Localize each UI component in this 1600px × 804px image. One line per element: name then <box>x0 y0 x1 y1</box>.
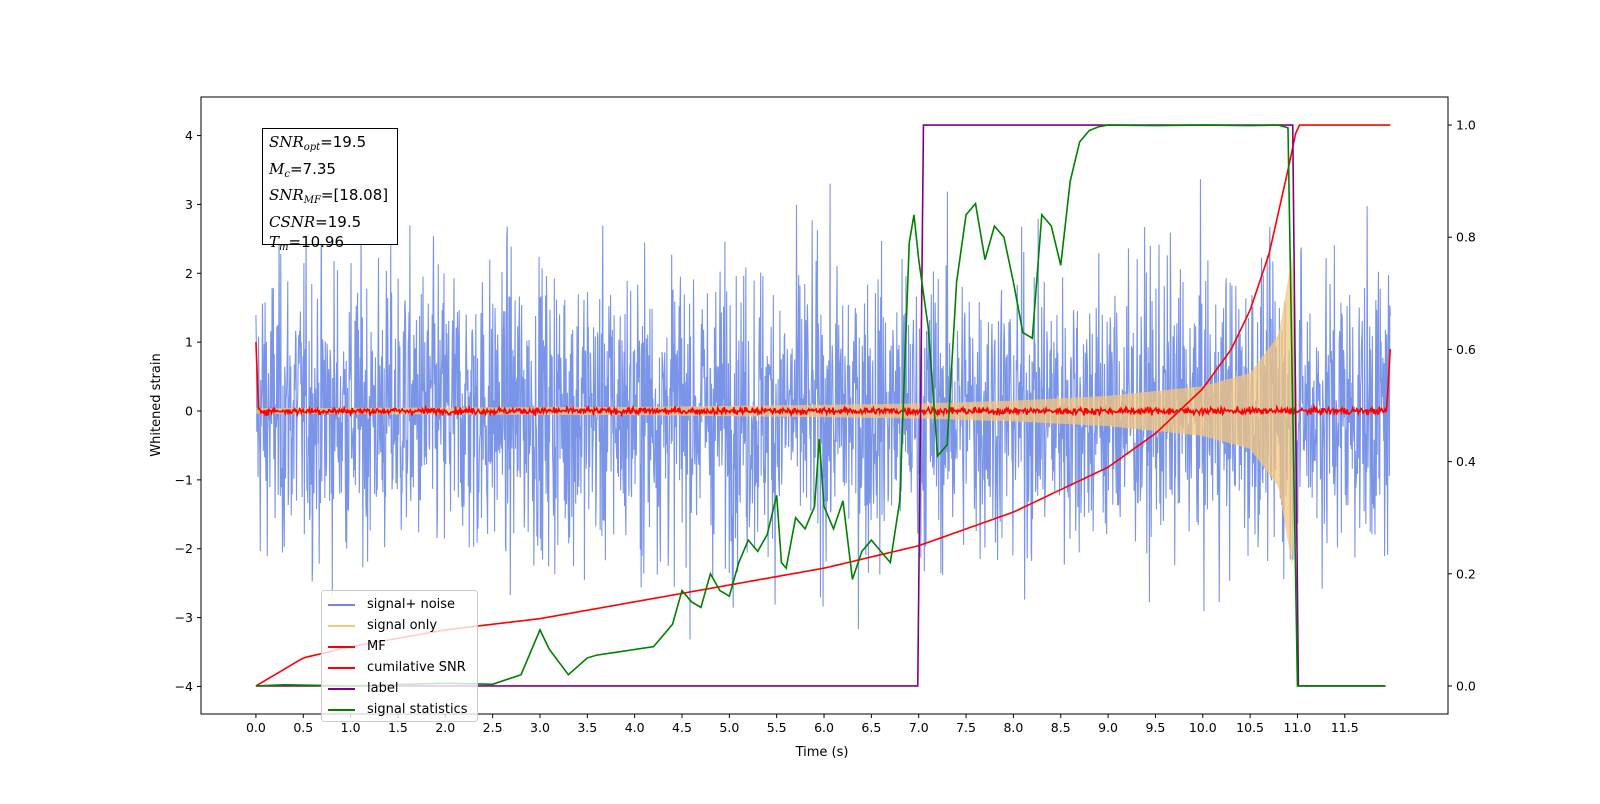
legend-label: signal only <box>367 618 438 633</box>
x-tick-label: 1.5 <box>388 720 408 735</box>
legend-item-signal-statistics: signal statistics <box>328 699 477 720</box>
legend-label: signal+ noise <box>367 597 456 612</box>
legend: signal+ noise signal only MF cumilative … <box>321 590 478 722</box>
x-tick-label: 7.5 <box>956 720 976 735</box>
x-tick-label: 2.0 <box>435 720 455 735</box>
legend-label: signal statistics <box>367 702 468 717</box>
y-tick-label-left: −1 <box>175 472 193 487</box>
x-ticks: 0.0 0.5 1.0 1.5 2.0 2.5 3.0 3.5 4.0 4.5 5.0 5.5 6.0 6… <box>246 714 1359 735</box>
annotation-snr-mf: SNRMF=[18.08] <box>269 186 389 206</box>
y-tick-label-left: 1 <box>185 335 193 350</box>
x-tick-label: 3.0 <box>530 720 550 735</box>
legend-item-signal-noise: signal+ noise <box>328 594 477 615</box>
x-tick-label: 5.5 <box>767 720 787 735</box>
y-tick-label-right: 0.6 <box>1456 342 1476 357</box>
x-tick-label: 1.0 <box>341 720 361 735</box>
x-tick-label: 11.0 <box>1284 720 1312 735</box>
legend-swatch-signal-noise <box>328 603 355 606</box>
legend-item-cumulative-snr: cumilative SNR <box>328 657 477 678</box>
y-tick-label-left: 4 <box>185 128 193 143</box>
x-tick-label: 10.0 <box>1189 720 1217 735</box>
y-axis-label: Whitened strain <box>149 353 164 456</box>
x-tick-label: 9.5 <box>1145 720 1165 735</box>
legend-item-signal-only: signal only <box>328 615 477 636</box>
y-tick-label-left: 2 <box>185 266 193 281</box>
annotation-csnr: CSNR=19.5 <box>269 212 362 231</box>
series-mf <box>255 342 1392 418</box>
x-tick-label: 0.0 <box>246 720 266 735</box>
legend-swatch-label <box>328 687 355 690</box>
x-tick-label: 6.0 <box>814 720 834 735</box>
y-tick-label-right: 0.0 <box>1456 678 1476 693</box>
legend-item-label: label <box>328 678 477 699</box>
x-tick-label: 2.5 <box>483 720 503 735</box>
legend-swatch-signal-only <box>328 624 355 627</box>
y-tick-label-left: 3 <box>185 197 193 212</box>
x-tick-label: 6.5 <box>861 720 881 735</box>
legend-label: label <box>367 681 399 696</box>
stats-annotation-box: SNRopt=19.5 Mc=7.35 SNRMF=[18.08] CSNR=1… <box>262 128 398 253</box>
annotation-snr-opt: SNRopt=19.5 <box>269 133 367 153</box>
y-ticks-left: −4 −3 −2 −1 0 1 2 3 4 <box>175 128 201 694</box>
x-tick-label: 10.5 <box>1236 720 1264 735</box>
x-tick-label: 5.0 <box>719 720 739 735</box>
legend-swatch-signal-statistics <box>328 708 355 711</box>
x-tick-label: 8.5 <box>1051 720 1071 735</box>
legend-swatch-mf <box>328 645 355 648</box>
x-tick-label: 9.0 <box>1098 720 1118 735</box>
x-tick-label: 8.0 <box>1003 720 1023 735</box>
legend-label: MF <box>367 639 386 654</box>
y-tick-label-right: 0.4 <box>1456 454 1476 469</box>
series-signal-statistics <box>255 124 1386 687</box>
x-tick-label: 7.0 <box>909 720 929 735</box>
y-tick-label-right: 0.2 <box>1456 566 1476 581</box>
y-ticks-right: 0.0 0.2 0.4 0.6 0.8 1.0 <box>1448 118 1476 693</box>
x-tick-label: 11.5 <box>1331 720 1359 735</box>
y-tick-label-right: 1.0 <box>1456 118 1476 133</box>
x-axis-label: Time (s) <box>795 745 849 760</box>
annotation-tm: Tm=10.96 <box>269 233 345 253</box>
legend-item-mf: MF <box>328 636 477 657</box>
x-tick-label: 4.0 <box>625 720 645 735</box>
y-tick-label-right: 0.8 <box>1456 230 1476 245</box>
legend-swatch-cumulative-snr <box>328 666 355 669</box>
legend-label: cumilative SNR <box>367 660 466 675</box>
x-tick-label: 3.5 <box>577 720 597 735</box>
annotation-mc: Mc=7.35 <box>269 159 336 180</box>
x-tick-label: 4.5 <box>672 720 692 735</box>
y-tick-label-left: −2 <box>175 541 193 556</box>
y-tick-label-left: −4 <box>175 679 193 694</box>
x-tick-label: 0.5 <box>293 720 313 735</box>
y-tick-label-left: 0 <box>185 404 193 419</box>
y-tick-label-left: −3 <box>175 610 193 625</box>
